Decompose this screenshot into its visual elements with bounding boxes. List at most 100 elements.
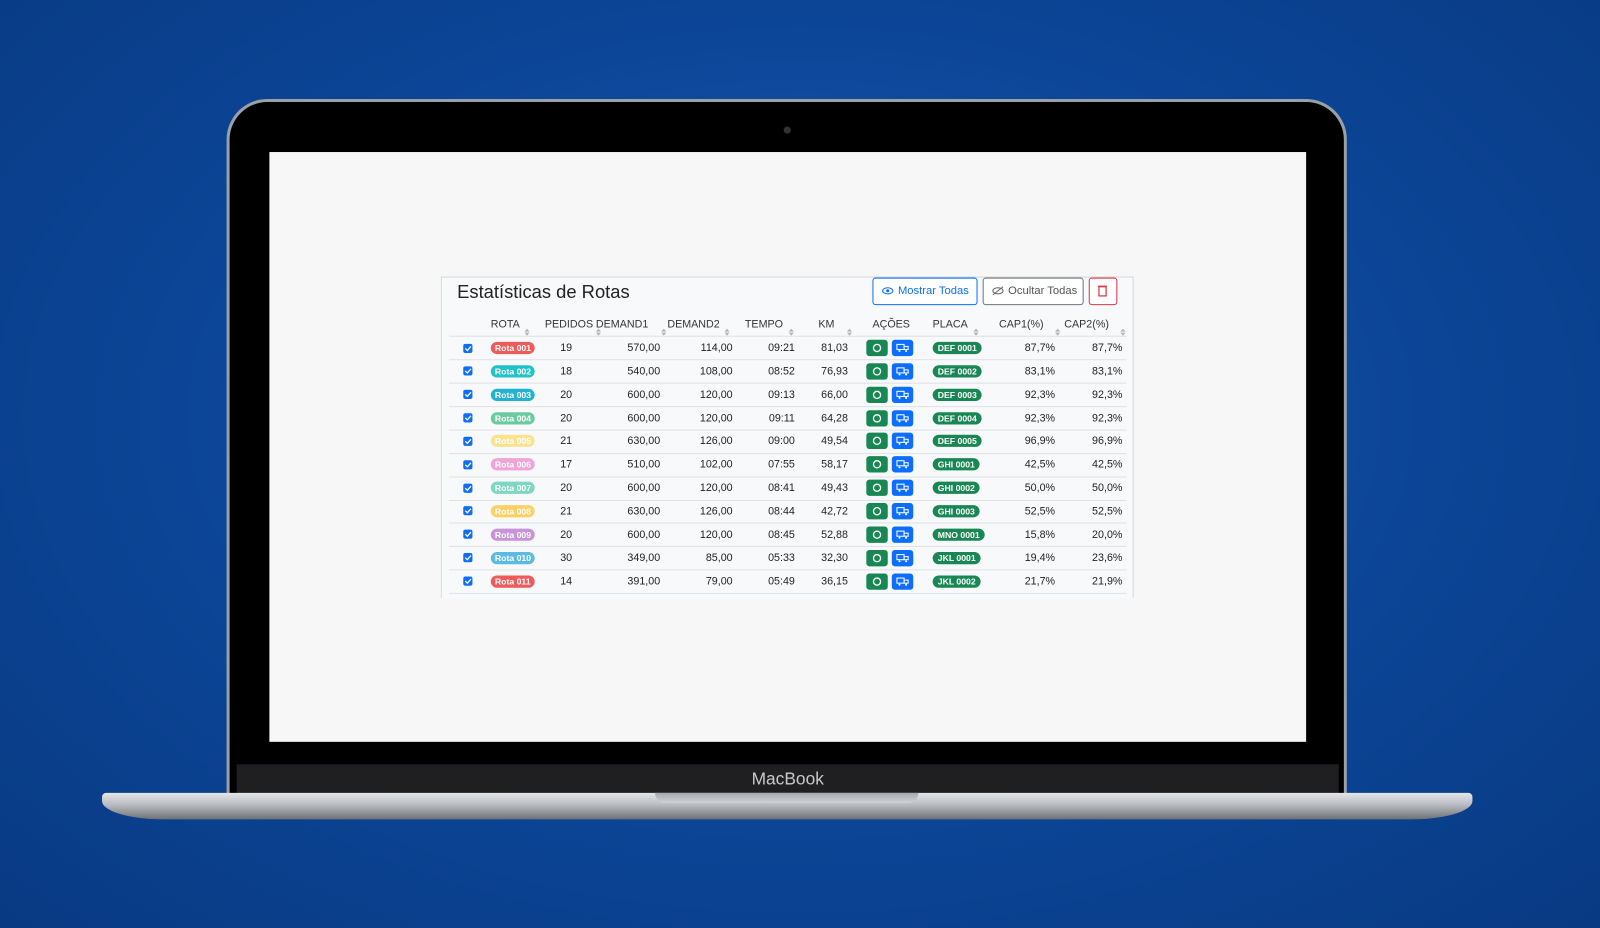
row-checkbox[interactable] (463, 553, 473, 563)
sort-icon[interactable] (973, 322, 979, 336)
plate-badge: MNO 0001 (932, 528, 985, 541)
cell: 66,00 (821, 388, 848, 401)
row-checkbox[interactable] (463, 436, 473, 446)
cell: 09:13 (768, 388, 795, 401)
row-checkbox[interactable] (463, 506, 473, 516)
cell: 120,00 (699, 411, 733, 425)
truck-button[interactable] (891, 479, 914, 497)
cell: 08:52 (768, 365, 795, 378)
row-line (448, 499, 1127, 501)
cell: 49,54 (821, 435, 848, 448)
sort-icon[interactable] (661, 322, 667, 336)
sort-icon[interactable] (724, 322, 730, 336)
refresh-button[interactable] (866, 409, 888, 427)
refresh-button[interactable] (866, 386, 888, 403)
cell: 21,9% (1092, 574, 1123, 588)
refresh-button[interactable] (866, 549, 888, 566)
row-line (448, 382, 1127, 384)
row-checkbox[interactable] (463, 459, 473, 470)
plate-badge: JKL 0001 (932, 551, 981, 564)
sort-icon[interactable] (524, 322, 530, 336)
refresh-button[interactable] (866, 479, 888, 497)
cell: 21 (560, 435, 573, 448)
row-line (448, 522, 1127, 524)
row-checkbox[interactable] (463, 366, 473, 376)
row-checkbox[interactable] (463, 576, 473, 586)
row-checkbox[interactable] (463, 343, 473, 353)
cell: 120,00 (699, 388, 733, 401)
cell: 08:41 (768, 481, 795, 494)
truck-button[interactable] (891, 502, 914, 520)
refresh-button[interactable] (866, 502, 888, 520)
route-badge: Rota 004 (490, 411, 536, 425)
cell: 600,00 (627, 411, 661, 425)
truck-button[interactable] (891, 456, 914, 473)
cell: 120,00 (699, 481, 733, 494)
row-line (448, 569, 1127, 571)
refresh-button[interactable] (866, 572, 888, 590)
panel (440, 276, 1134, 598)
cell: 21,7% (1024, 574, 1056, 588)
cell: 83,1% (1092, 365, 1123, 378)
row-line (448, 406, 1127, 408)
refresh-button[interactable] (866, 433, 888, 450)
sort-icon[interactable] (595, 322, 602, 336)
delete-button[interactable] (1088, 277, 1118, 306)
show-all-button[interactable]: Mostrar Todas (872, 277, 978, 306)
row-checkbox[interactable] (463, 389, 473, 400)
route-badge: Rota 003 (490, 388, 536, 401)
truck-button[interactable] (891, 409, 914, 427)
cell: 126,00 (699, 435, 733, 448)
camera (783, 126, 791, 134)
refresh-button[interactable] (866, 526, 888, 543)
cell: 08:45 (768, 528, 795, 541)
sort-icon[interactable] (846, 322, 853, 336)
column-header: PLACA (932, 318, 968, 331)
cell: 23,6% (1092, 551, 1123, 564)
cell: 92,3% (1092, 411, 1123, 425)
route-badge: Rota 009 (490, 528, 536, 541)
column-header: KM (818, 318, 835, 331)
refresh-button[interactable] (866, 339, 888, 357)
cell: 50,0% (1092, 481, 1123, 494)
row-checkbox[interactable] (463, 529, 473, 540)
cell: 20 (560, 481, 573, 494)
cell: 81,03 (821, 341, 848, 355)
cell: 96,9% (1024, 435, 1056, 448)
cell: 540,00 (627, 365, 661, 378)
cell: 21 (560, 505, 573, 518)
column-header: TEMPO (744, 318, 783, 331)
cell: 92,3% (1024, 411, 1056, 425)
row-checkbox[interactable] (463, 483, 473, 493)
cell: 32,30 (821, 551, 848, 564)
cell: 600,00 (627, 528, 661, 541)
sort-icon[interactable] (1055, 322, 1061, 336)
cell: 600,00 (627, 388, 661, 401)
truck-button[interactable] (891, 526, 914, 543)
row-checkbox[interactable] (463, 413, 473, 423)
column-header: DEMAND1 (595, 318, 649, 331)
truck-button[interactable] (891, 386, 914, 403)
header-line (448, 335, 1127, 337)
cell: 20 (560, 411, 573, 425)
cell: 83,1% (1024, 365, 1056, 378)
plate-badge: GHI 0002 (932, 481, 980, 494)
refresh-button[interactable] (866, 363, 888, 380)
truck-button[interactable] (891, 363, 914, 380)
column-header: ROTA (490, 318, 520, 331)
hide-all-button[interactable]: Ocultar Todas (982, 277, 1084, 306)
truck-button[interactable] (891, 339, 914, 357)
cell: 30 (560, 551, 573, 564)
refresh-button[interactable] (866, 456, 888, 473)
sort-icon[interactable] (1120, 322, 1126, 336)
cell: 85,00 (705, 551, 733, 564)
route-badge: Rota 011 (490, 574, 535, 588)
sort-icon[interactable] (788, 322, 794, 336)
cell: 52,5% (1024, 505, 1056, 518)
truck-button[interactable] (891, 572, 914, 590)
truck-button[interactable] (891, 433, 914, 450)
cell: 42,5% (1024, 458, 1056, 471)
truck-button[interactable] (891, 549, 914, 566)
cell: 92,3% (1024, 388, 1056, 401)
